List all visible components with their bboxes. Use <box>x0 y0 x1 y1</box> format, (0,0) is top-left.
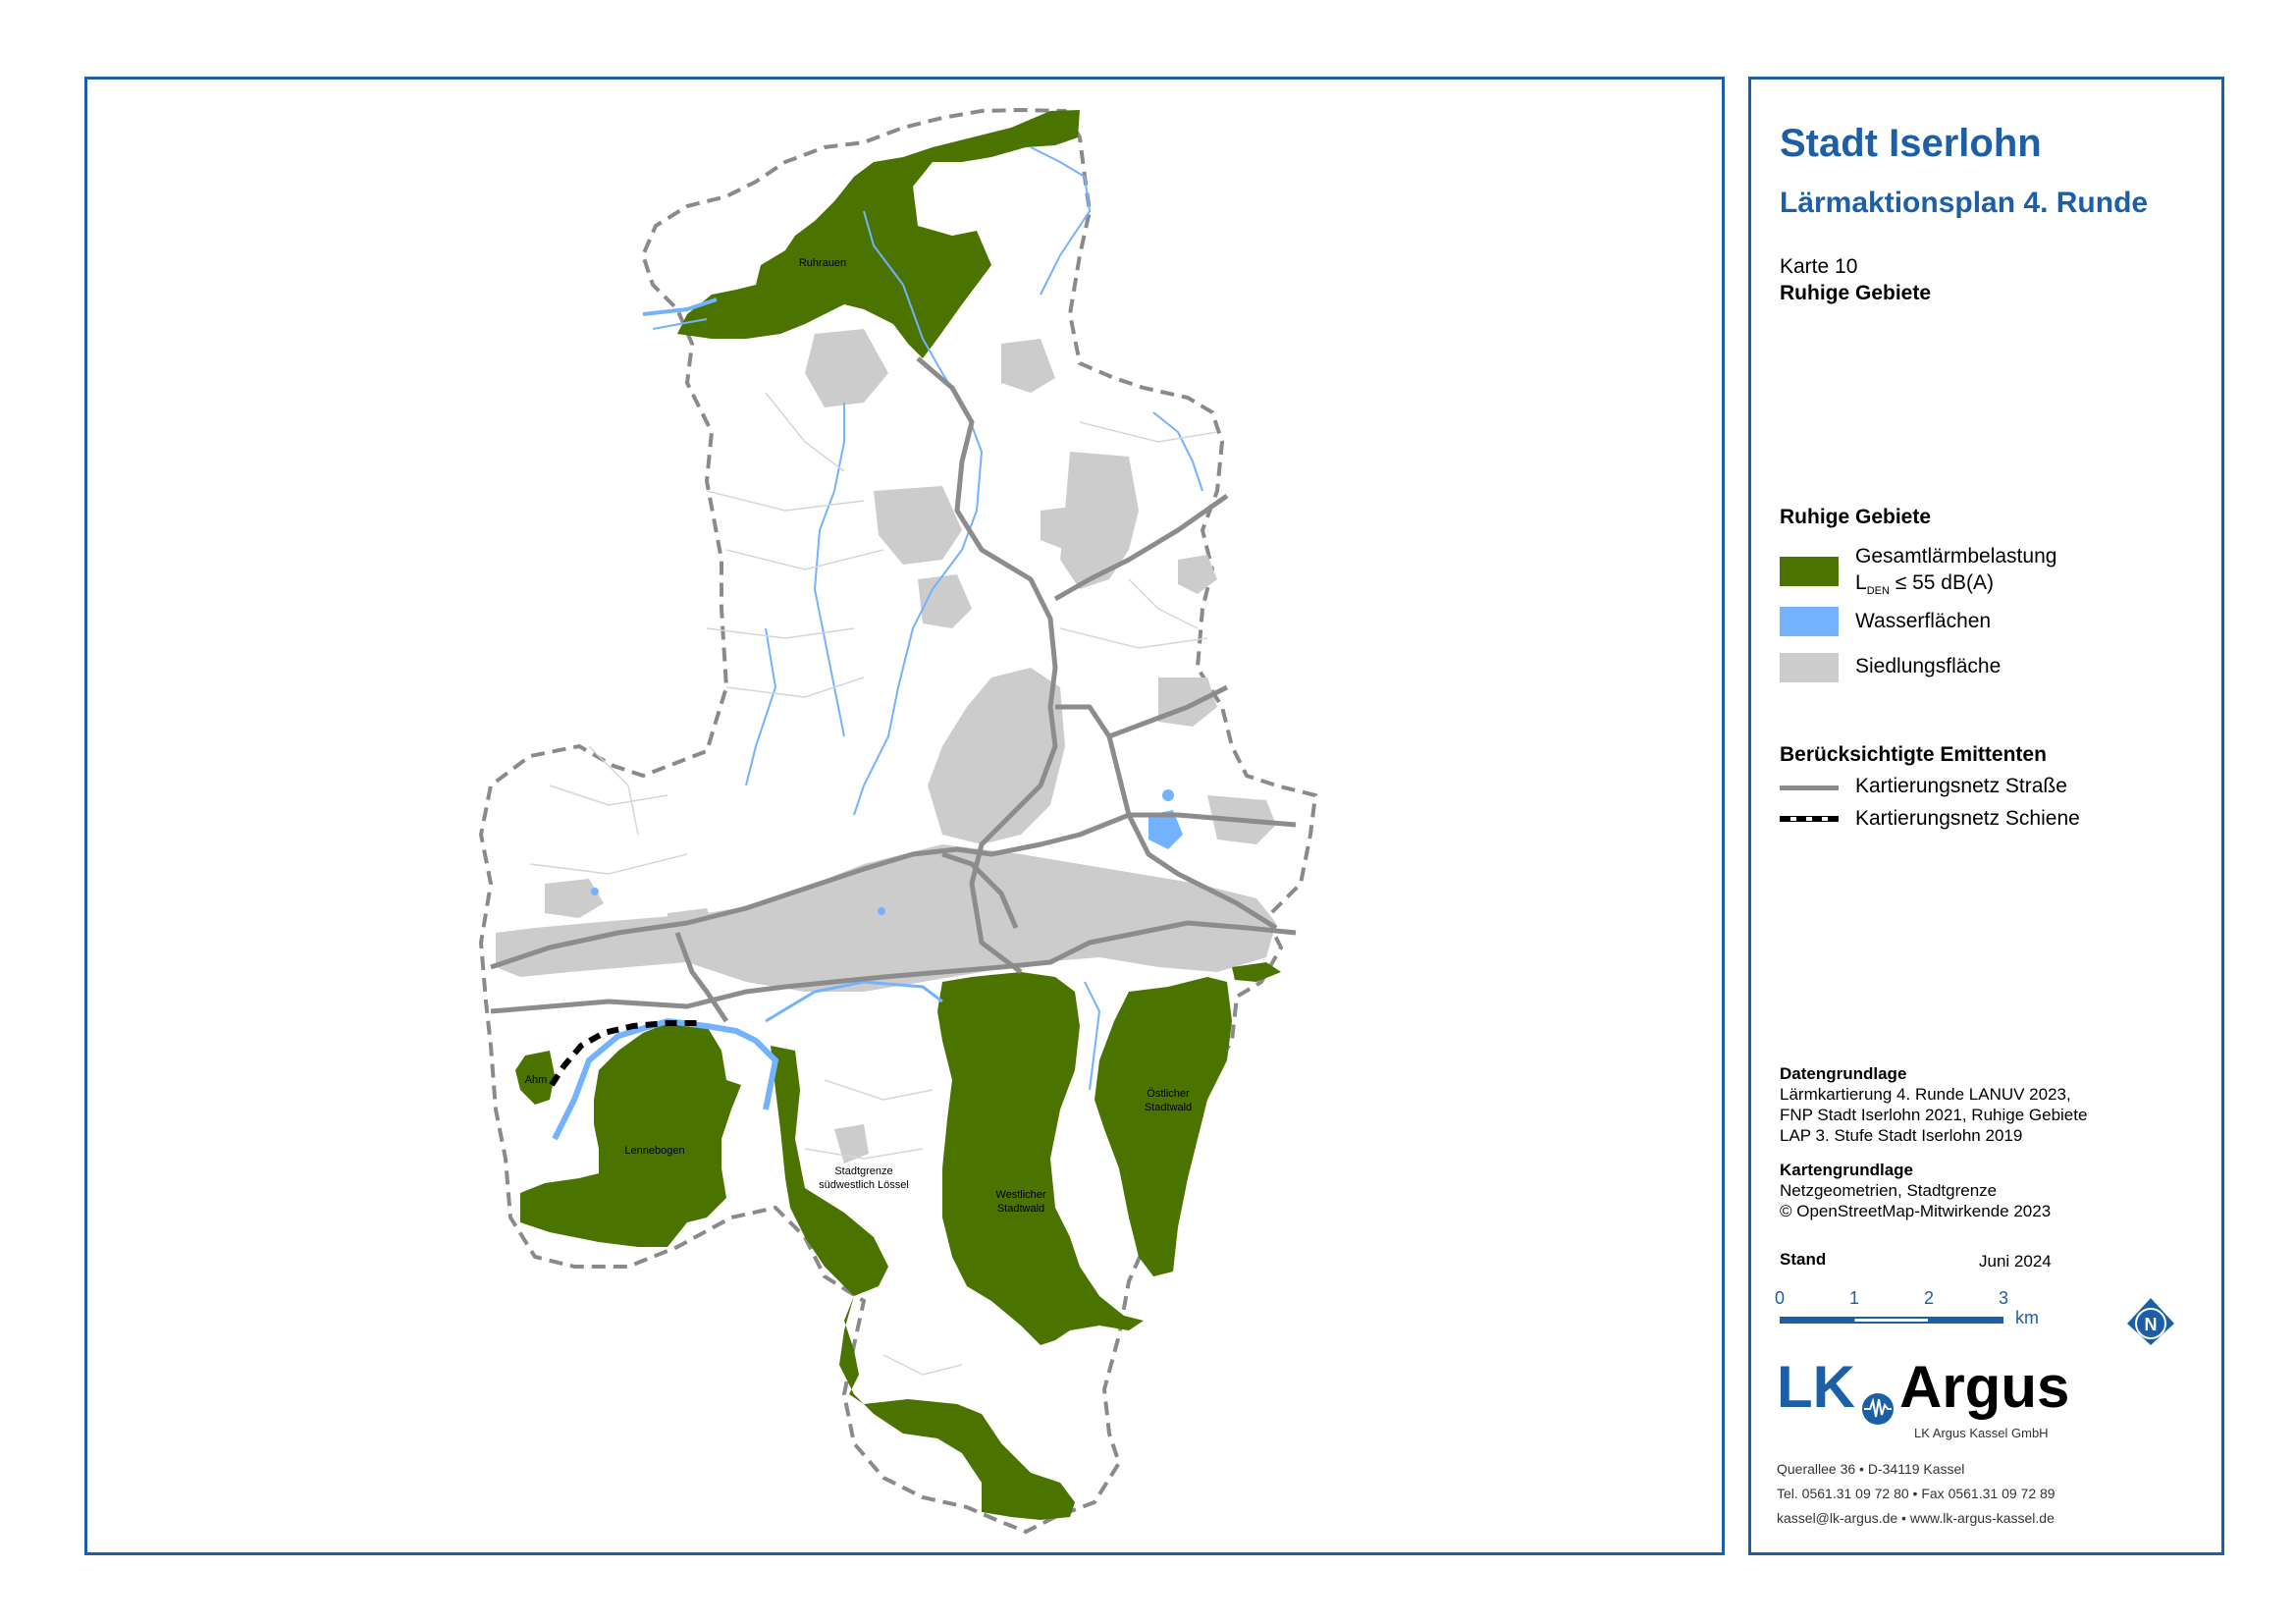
scale-tick-3: 3 <box>1999 1288 2009 1308</box>
label-oestlicher-1: Östlicher <box>1147 1088 1190 1100</box>
label-ahm: Ahm <box>525 1074 548 1086</box>
data-line-1: Lärmkartierung 4. Runde LANUV 2023, <box>1780 1085 2071 1104</box>
legend-swatch-settlement <box>1780 653 1839 682</box>
minor-roads <box>529 392 1218 1376</box>
map-title: Stadt Iserlohn <box>1780 122 2042 165</box>
settlement-areas <box>496 329 1276 1164</box>
map-basis-line-2: © OpenStreetMap-Mitwirkende 2023 <box>1780 1202 2052 1220</box>
legend-label-quiet: Gesamtlärmbelastung <box>1855 545 2057 568</box>
area-lennebogen <box>520 1021 741 1247</box>
legend-label-quiet-level: LDEN ≤ 55 dB(A) <box>1855 571 1994 598</box>
label-ruhrauen: Ruhrauen <box>799 257 846 269</box>
legend-swatch-quiet <box>1780 557 1839 586</box>
area-ruhrauen <box>677 110 1080 358</box>
main-roads <box>490 356 1297 1023</box>
map-basis-heading: Kartengrundlage <box>1780 1161 1914 1179</box>
area-oestlicher-stadtwald <box>1095 977 1232 1276</box>
map-subject: Ruhige Gebiete <box>1780 282 1932 304</box>
label-lennebogen: Lennebogen <box>624 1145 684 1157</box>
logo-wave-icon <box>1862 1393 1894 1425</box>
legend-label-water: Wasserflächen <box>1855 610 1992 632</box>
map-basis-line-1: Netzgeometrien, Stadtgrenze <box>1780 1181 1998 1200</box>
scale-bar <box>1780 1317 2003 1324</box>
stand-value: Juni 2024 <box>1979 1252 2052 1271</box>
legend-swatch-water <box>1780 607 1839 636</box>
legend-heading: Ruhige Gebiete <box>1780 506 1932 528</box>
label-westlicher-1: Westlicher <box>995 1189 1045 1201</box>
lakes <box>591 789 1183 915</box>
scale-tick-2: 2 <box>1924 1288 1935 1308</box>
data-line-2: FNP Stadt Iserlohn 2021, Ruhige Gebiete <box>1780 1106 2088 1124</box>
emitters-heading: Berücksichtigte Emittenten <box>1780 743 2047 766</box>
data-heading: Datengrundlage <box>1780 1064 1907 1083</box>
company-name: LK Argus Kassel GmbH <box>1914 1426 2049 1440</box>
area-ahm <box>515 1051 555 1105</box>
area-labels: Ruhrauen Lennebogen Ahm Stadtgrenze südw… <box>525 257 1192 1215</box>
area-westlicher-stadtwald <box>937 972 1144 1345</box>
map-number: Karte 10 <box>1780 255 1858 278</box>
company-web[interactable]: kassel@lk-argus.de • www.lk-argus-kassel… <box>1777 1510 2055 1526</box>
area-lossel <box>771 1046 1075 1520</box>
logo-lk: LK <box>1777 1354 1855 1420</box>
legend-road-line <box>1780 785 1839 790</box>
map-subtitle: Lärmaktionsplan 4. Runde <box>1780 187 2149 219</box>
legend-label-rail: Kartierungsnetz Schiene <box>1855 807 2080 830</box>
scale-tick-0: 0 <box>1775 1288 1786 1308</box>
label-lossel-1: Stadtgrenze <box>834 1165 892 1177</box>
company-phone: Tel. 0561.31 09 72 80 • Fax 0561.31 09 7… <box>1777 1486 2056 1501</box>
quiet-areas <box>515 110 1281 1520</box>
railway-line <box>549 1020 699 1087</box>
svg-text:N: N <box>2145 1315 2158 1334</box>
label-oestlicher-2: Stadtwald <box>1145 1102 1192 1113</box>
scale-unit: km <box>2015 1308 2039 1327</box>
data-line-3: LAP 3. Stufe Stadt Iserlohn 2019 <box>1780 1126 2023 1145</box>
company-address: Querallee 36 • D-34119 Kassel <box>1777 1461 1965 1477</box>
label-lossel-2: südwestlich Lössel <box>819 1179 909 1191</box>
logo-argus: Argus <box>1899 1354 2070 1420</box>
legend-rail-line <box>1780 816 1839 822</box>
legend-label-road: Kartierungsnetz Straße <box>1855 775 2067 797</box>
scale-tick-1: 1 <box>1849 1288 1860 1308</box>
stand-label: Stand <box>1780 1250 1827 1269</box>
label-westlicher-2: Stadtwald <box>997 1203 1044 1215</box>
legend-label-settlement: Siedlungsfläche <box>1855 655 2002 677</box>
north-arrow-icon: N <box>2127 1298 2174 1345</box>
